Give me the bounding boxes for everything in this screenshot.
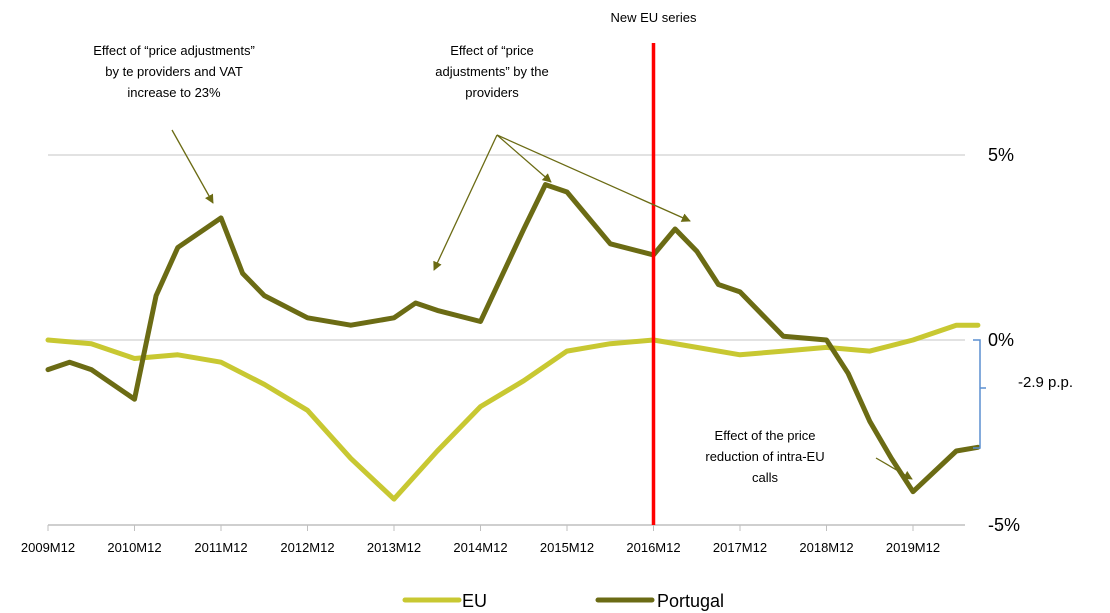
- annotation-text: Effect of “price adjustments” by the provi…: [435, 43, 548, 100]
- annotations: Effect of “price adjustments” by te provi…: [93, 43, 913, 485]
- annotation-arrow: [171, 129, 214, 204]
- x-tick-label: 2013M12: [367, 540, 421, 555]
- x-tick-label: 2015M12: [540, 540, 594, 555]
- x-tick-label: 2018M12: [799, 540, 853, 555]
- axes: 2009M12 2010M12 2011M12 2012M12 2013M12 2014M…: [21, 145, 1020, 555]
- x-tick-label: 2014M12: [453, 540, 507, 555]
- series-line-portugal: [45, 182, 981, 495]
- legend-label-eu: EU: [462, 591, 487, 611]
- gridlines: [48, 154, 965, 341]
- annotation-text: Effect of the price reduction of intra-EU…: [705, 428, 824, 485]
- vertical-marker: New EU series -2.9 p.p.: [611, 10, 1073, 525]
- y-tick-label: 5%: [988, 145, 1014, 165]
- annotation-arrow: [496, 134, 691, 222]
- annotation-arrow: [433, 134, 498, 271]
- series-line-eu: [45, 322, 981, 502]
- x-tick-label: 2019M12: [886, 540, 940, 555]
- annotation-arrow: [875, 457, 913, 480]
- x-tick-label: 2011M12: [194, 540, 247, 555]
- x-tick-label: 2012M12: [280, 540, 334, 555]
- annotation-arrow: [496, 134, 552, 183]
- y-tick-label: -5%: [988, 515, 1020, 535]
- annotation-text: Effect of “price adjustments” by te provi…: [93, 43, 255, 100]
- legend-label-portugal: Portugal: [657, 591, 724, 611]
- x-tick-label: 2009M12: [21, 540, 75, 555]
- marker-label: New EU series: [611, 10, 697, 25]
- x-tick-label: 2016M12: [626, 540, 680, 555]
- bracket-label: -2.9 p.p.: [1018, 374, 1073, 391]
- series: [45, 182, 981, 502]
- y-tick-label: 0%: [988, 330, 1014, 350]
- difference-bracket: [973, 339, 981, 449]
- x-tick-label: 2010M12: [107, 540, 161, 555]
- x-tick-label: 2017M12: [713, 540, 767, 555]
- legend: EU Portugal: [402, 591, 724, 611]
